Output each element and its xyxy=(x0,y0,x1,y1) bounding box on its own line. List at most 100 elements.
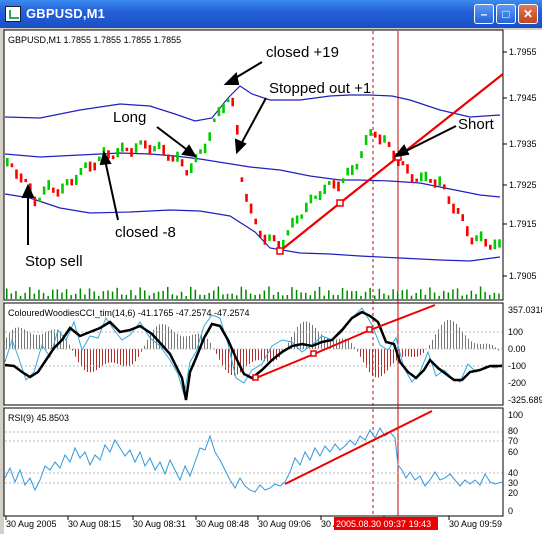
price-bar xyxy=(268,234,271,241)
time-tick-label: 30 Aug 08:15 xyxy=(68,519,121,529)
cci-histogram-bar xyxy=(477,343,478,349)
volume-bar xyxy=(65,289,68,299)
cci-histogram-bar xyxy=(411,349,412,357)
price-bar xyxy=(300,214,303,219)
price-bar xyxy=(24,178,27,183)
volume-bar xyxy=(286,295,289,299)
price-bar xyxy=(107,150,110,159)
volume-bar xyxy=(180,291,183,299)
cci-histogram-bar xyxy=(87,349,88,372)
volume-bar xyxy=(56,289,59,299)
volume-bar xyxy=(277,292,279,299)
rsi-trendline xyxy=(284,410,433,485)
main-price-panel[interactable] xyxy=(3,29,504,301)
cci-histogram-bar xyxy=(216,349,217,354)
volume-bar xyxy=(148,295,151,299)
price-bar xyxy=(6,158,9,167)
volume-bar xyxy=(383,293,385,299)
volume-bar xyxy=(84,294,86,299)
cci-histogram-bar xyxy=(66,339,67,349)
price-bar xyxy=(318,191,322,201)
chart-app-icon xyxy=(5,6,21,22)
price-bar xyxy=(199,149,202,154)
price-tick-label: 1.7915 xyxy=(509,219,537,229)
chart-area[interactable]: closed +19 Stopped out +1 Long Short clo… xyxy=(0,28,542,534)
cci-histogram-bar xyxy=(486,343,487,349)
cci-histogram-bar xyxy=(462,331,463,349)
volume-bar xyxy=(282,295,284,299)
cci-histogram-bar xyxy=(198,333,199,349)
volume-bar xyxy=(213,290,215,299)
close-button[interactable]: ✕ xyxy=(518,4,538,24)
cci-histogram-bar xyxy=(6,337,7,349)
cci-histogram-bar xyxy=(9,333,10,349)
rsi-tick-label: 70 xyxy=(508,436,518,446)
price-bar xyxy=(328,181,331,185)
annotation-long: Long xyxy=(113,109,146,126)
volume-bar xyxy=(171,294,174,299)
rsi-panel-header: RSI(9) 45.8503 xyxy=(8,413,69,423)
main-panel-header: GBPUSD,M1 1.7855 1.7855 1.7855 1.7855 xyxy=(8,35,181,45)
price-bar xyxy=(111,155,115,160)
cci-histogram-bar xyxy=(480,344,481,349)
volume-bar xyxy=(323,295,325,299)
price-bar xyxy=(153,146,156,152)
cci-histogram-bar xyxy=(144,345,145,349)
volume-bar xyxy=(369,287,371,299)
cci-histogram-bar xyxy=(114,349,115,363)
cci-histogram-bar xyxy=(258,349,259,361)
volume-bar xyxy=(93,291,95,299)
cci-histogram-bar xyxy=(384,349,385,374)
price-bar xyxy=(139,140,142,145)
volume-bar xyxy=(217,286,220,299)
bollinger-bands xyxy=(4,85,501,262)
price-bar xyxy=(452,203,455,214)
cci-histogram-bar xyxy=(27,331,28,349)
cci-histogram-bar xyxy=(81,349,82,367)
volume-bar xyxy=(378,288,381,299)
price-bar xyxy=(406,164,409,174)
price-bar xyxy=(337,181,340,192)
price-bar xyxy=(134,143,138,153)
time-tick-label: 30 Aug 09:06 xyxy=(258,519,311,529)
price-bar xyxy=(378,134,382,145)
volume-bar xyxy=(493,292,496,299)
volume-bar xyxy=(498,293,500,299)
cci-histogram-bar xyxy=(54,329,55,349)
rsi-tick-label: 30 xyxy=(508,478,518,488)
price-bar xyxy=(263,234,267,245)
cci-histogram-bar xyxy=(405,349,406,357)
rsi-tick-label: 0 xyxy=(508,506,513,516)
price-bar xyxy=(309,194,313,204)
volume-bar xyxy=(249,293,252,299)
cci-histogram-bar xyxy=(294,331,295,349)
price-bar xyxy=(10,163,14,168)
cci-histogram-bar xyxy=(111,349,112,363)
price-bar xyxy=(415,178,418,182)
volume-bar xyxy=(139,287,141,299)
price-bar xyxy=(33,196,37,207)
minimize-button[interactable]: – xyxy=(474,4,494,24)
price-bar xyxy=(369,129,372,136)
price-bar xyxy=(456,208,460,214)
price-bar xyxy=(226,98,230,103)
volume-bar xyxy=(259,294,261,299)
cci-tick-label: -325.689 xyxy=(508,395,542,405)
price-bar xyxy=(245,193,248,202)
volume-bar xyxy=(98,296,100,299)
rsi-line xyxy=(4,426,503,493)
volume-bar xyxy=(194,289,197,299)
cci-histogram-bar xyxy=(93,349,94,372)
annotation-short: Short xyxy=(458,116,495,133)
cci-histogram-bar xyxy=(390,349,391,367)
maximize-button[interactable]: □ xyxy=(496,4,516,24)
volume-bar xyxy=(360,295,362,299)
price-bar xyxy=(259,230,262,238)
cci-histogram-bar xyxy=(303,321,304,349)
rsi-panel[interactable] xyxy=(3,407,504,517)
cci-trendline-anchor xyxy=(252,374,259,381)
cci-turbo-line xyxy=(4,307,503,396)
price-bar xyxy=(438,176,441,187)
cci-histogram-bar xyxy=(318,331,319,349)
cci-histogram-bar xyxy=(108,349,109,363)
